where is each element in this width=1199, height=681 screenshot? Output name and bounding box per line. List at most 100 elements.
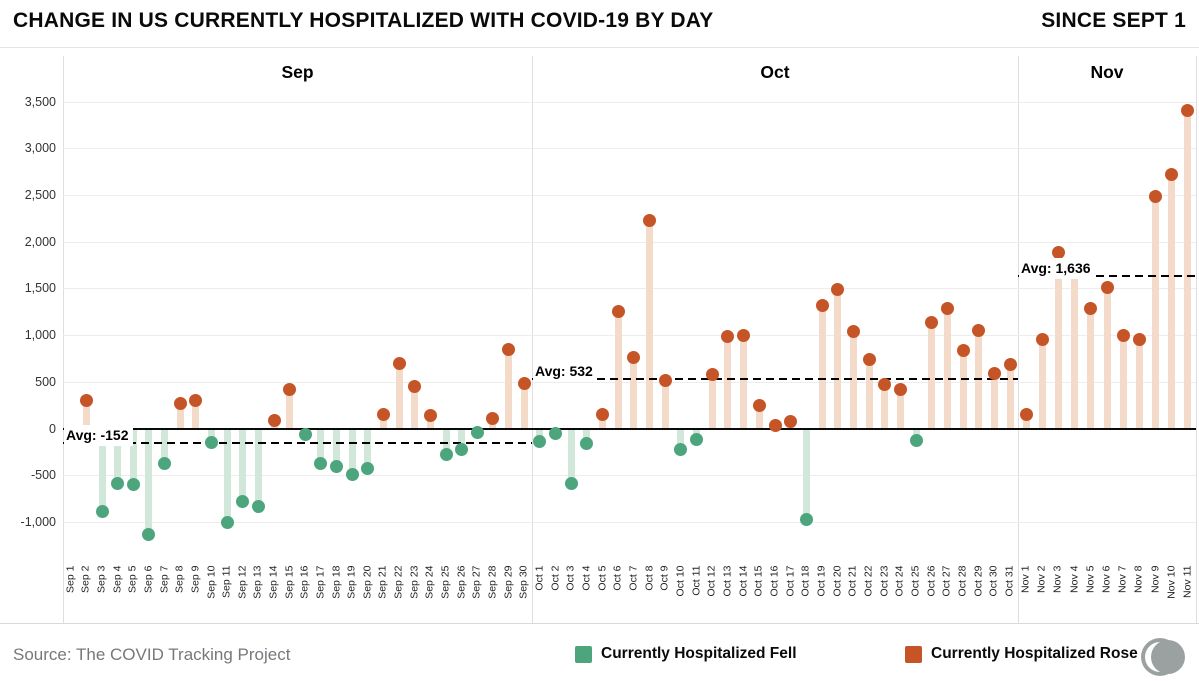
y-gridline xyxy=(63,381,1196,383)
data-point-dot xyxy=(1181,104,1195,118)
logo-circle-shape xyxy=(1151,640,1185,674)
data-point-stem xyxy=(1071,270,1079,429)
y-axis-tick-label: 3,000 xyxy=(24,141,56,156)
x-axis-date-label: Oct 11 xyxy=(690,565,703,596)
data-point-dot xyxy=(972,323,986,337)
data-point-dot xyxy=(878,378,892,392)
data-point-dot xyxy=(564,477,578,491)
x-axis-date-label: Oct 18 xyxy=(799,565,812,596)
panel-border xyxy=(532,56,533,623)
legend-label-rose: Currently Hospitalized Rose xyxy=(931,645,1138,662)
y-gridline xyxy=(63,195,1196,196)
data-point-dot xyxy=(627,351,641,365)
zero-baseline xyxy=(63,427,1196,430)
x-axis-date-label: Sep 10 xyxy=(205,565,218,599)
x-axis-date-label: Sep 4 xyxy=(111,565,124,593)
data-point-stem xyxy=(1054,252,1062,429)
x-axis-date-label: Oct 9 xyxy=(658,565,671,591)
data-point-stem xyxy=(1184,110,1192,429)
data-point-stem xyxy=(395,363,403,429)
data-point-stem xyxy=(1022,414,1030,429)
x-axis-date-label: Sep 5 xyxy=(126,565,139,593)
data-point-stem xyxy=(364,428,372,469)
data-point-dot xyxy=(549,426,563,440)
data-point-dot xyxy=(893,382,907,396)
footer-divider xyxy=(0,623,1199,624)
x-axis-date-label: Oct 12 xyxy=(705,565,718,596)
data-point-stem xyxy=(567,428,575,484)
data-point-stem xyxy=(881,384,889,429)
x-axis-date-label: Sep 18 xyxy=(330,565,343,599)
average-dashed-line xyxy=(532,377,1018,380)
x-axis-date-label: Sep 20 xyxy=(361,565,374,599)
x-axis-date-label: Nov 3 xyxy=(1051,565,1064,593)
data-point-dot xyxy=(784,415,798,429)
x-axis-date-label: Sep 29 xyxy=(502,565,515,599)
y-axis-tick-label: 0 xyxy=(49,421,56,436)
data-point-dot xyxy=(1051,246,1065,260)
data-point-stem xyxy=(82,400,90,429)
data-point-dot xyxy=(126,478,140,492)
x-axis-date-label: Oct 23 xyxy=(878,565,891,596)
x-axis-date-label: Oct 21 xyxy=(846,565,859,596)
x-axis-date-label: Nov 8 xyxy=(1132,565,1145,593)
x-axis-date-label: Sep 17 xyxy=(314,565,327,599)
x-axis-date-label: Sep 24 xyxy=(423,565,436,599)
data-point-stem xyxy=(614,311,622,429)
data-point-dot xyxy=(987,366,1001,380)
data-point-stem xyxy=(114,428,122,484)
x-axis-date-label: Oct 31 xyxy=(1003,565,1016,596)
data-point-dot xyxy=(721,329,735,343)
data-point-dot xyxy=(470,425,484,439)
rose-swatch-icon xyxy=(905,645,922,663)
x-axis-date-label: Oct 5 xyxy=(596,565,609,591)
data-point-stem xyxy=(583,428,591,444)
data-point-stem xyxy=(896,389,904,429)
month-label: Oct xyxy=(760,62,790,82)
month-label: Sep xyxy=(281,62,314,82)
y-gridline xyxy=(63,475,1196,477)
x-axis-date-label: Oct 4 xyxy=(580,565,593,591)
data-point-dot xyxy=(1084,302,1098,316)
x-axis-date-label: Oct 24 xyxy=(893,565,906,596)
y-axis-tick-label: -1,000 xyxy=(20,514,56,529)
data-point-stem xyxy=(802,428,810,520)
data-point-dot xyxy=(690,433,704,447)
legend-item-rose: Currently Hospitalized Rose xyxy=(905,644,1138,664)
x-axis-date-label: Nov 6 xyxy=(1100,565,1113,593)
data-point-stem xyxy=(176,403,184,429)
x-axis-date-label: Oct 17 xyxy=(784,565,797,596)
data-point-stem xyxy=(161,428,169,464)
average-value-label: Avg: 532 xyxy=(533,360,597,382)
x-axis-date-label: Sep 13 xyxy=(251,565,264,599)
data-point-stem xyxy=(959,350,967,429)
x-axis-date-label: Nov 9 xyxy=(1149,565,1162,593)
y-gridline xyxy=(63,241,1196,243)
x-axis-date-label: Nov 10 xyxy=(1165,565,1178,599)
data-point-dot xyxy=(111,477,125,491)
y-axis-tick-label: 1,500 xyxy=(24,281,56,296)
x-axis-date-label: Oct 10 xyxy=(674,565,687,596)
data-point-dot xyxy=(1019,407,1033,421)
x-axis-date-label: Oct 7 xyxy=(627,565,640,591)
data-point-dot xyxy=(533,435,547,449)
x-axis-date-label: Sep 6 xyxy=(142,565,155,593)
data-point-dot xyxy=(345,467,359,481)
data-point-dot xyxy=(956,344,970,358)
page-title: CHANGE IN US CURRENTLY HOSPITALIZED WITH… xyxy=(13,9,714,32)
data-point-stem xyxy=(208,428,216,443)
y-axis-tick-label: 500 xyxy=(35,374,56,389)
data-point-stem xyxy=(536,428,544,442)
x-axis-date-label: Nov 7 xyxy=(1116,565,1129,593)
chart-plot-area: 3,500 3,000 2,500 2,000 1,500 1,000 500 0 -500 -1… xyxy=(20,56,1197,623)
month-label: Nov xyxy=(1090,62,1124,82)
data-point-stem xyxy=(677,428,685,450)
data-point-dot xyxy=(189,393,203,407)
y-axis-tick-label: 1,000 xyxy=(24,328,56,343)
y-axis-tick-label: 2,500 xyxy=(24,188,56,202)
x-axis-date-label: Oct 8 xyxy=(643,565,656,591)
x-axis-date-label: Sep 1 xyxy=(64,565,77,593)
x-axis-date-label: Oct 22 xyxy=(862,565,875,596)
average-dashed-line xyxy=(1018,274,1196,277)
data-point-dot xyxy=(1149,190,1163,204)
